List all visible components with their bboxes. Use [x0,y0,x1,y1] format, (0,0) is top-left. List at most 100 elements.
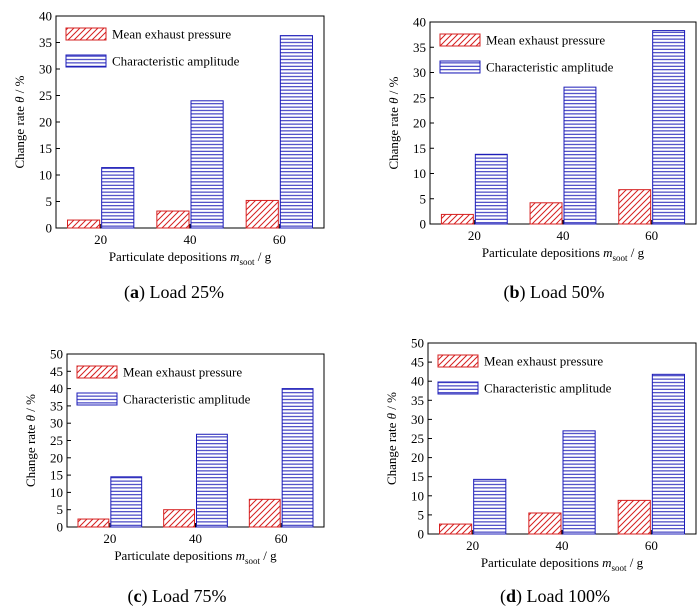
y-tick-label: 5 [418,507,425,522]
legend-swatch-mean [76,365,118,379]
y-axis-label: Change rate θ / % [386,76,401,169]
y-tick-label: 30 [50,416,63,431]
legend-swatch-mean [439,33,481,47]
bar-mean-exhaust-pressure [67,219,101,229]
x-tick-label: 20 [94,232,107,247]
chart-panel-a: 0 5 10 15 20 25 30 35 40 20 40 60 Mean exhaust press… [12,9,325,303]
y-tick-label: 30 [39,62,52,77]
panel-caption: (a) Load 25% [124,282,224,303]
y-tick-label: 25 [39,88,52,103]
chart-panel-c: 0 5 10 15 20 25 30 35 40 45 50 20 40 60 Mean exhaust p… [23,347,325,607]
chart-panel-b: 0 5 10 15 20 25 30 35 40 20 40 60 Mean exhaust press… [386,15,697,303]
legend-swatch-amplitude [439,60,481,74]
legend-swatch-amplitude [65,54,107,68]
x-tick-label: 40 [557,228,570,243]
bar-mean-exhaust-pressure [163,509,196,528]
y-tick-label: 20 [411,450,424,465]
bar-mean-exhaust-pressure [245,199,279,229]
y-tick-label: 30 [413,65,426,80]
bar-characteristic-amplitude [110,476,143,528]
legend-label-amplitude: Characteristic amplitude [123,392,251,407]
y-tick-label: 10 [413,166,426,181]
bar-characteristic-amplitude [279,35,313,229]
legend-label-amplitude: Characteristic amplitude [112,54,240,69]
y-tick-label: 40 [411,374,424,389]
legend-label-amplitude: Characteristic amplitude [486,60,614,75]
y-tick-label: 20 [39,115,52,130]
bar-characteristic-amplitude [652,30,686,225]
legend-label-mean: Mean exhaust pressure [123,365,242,380]
x-axis-label: Particulate depositions msoot / g [482,245,645,263]
bar-characteristic-amplitude [190,100,224,229]
chart-panels: 0 5 10 15 20 25 30 35 40 20 40 60 Mean exhaust press… [12,9,697,607]
x-axis-label: Particulate depositions msoot / g [109,249,272,267]
y-tick-label: 30 [411,412,424,427]
x-tick-label: 40 [189,531,202,546]
bar-characteristic-amplitude [562,430,596,535]
bar-characteristic-amplitude [473,478,507,535]
y-tick-label: 5 [46,194,53,209]
y-tick-label: 10 [411,488,424,503]
bar-mean-exhaust-pressure [618,189,652,225]
x-axis-label: Particulate depositions msoot / g [481,555,644,573]
y-axis-label: Change rate θ / % [12,75,27,168]
legend-swatch-amplitude [76,392,118,406]
legend-label-mean: Mean exhaust pressure [112,27,231,42]
x-tick-label: 60 [645,228,658,243]
y-tick-label: 20 [413,116,426,131]
legend: Mean exhaust pressure Characteristic ampl… [65,27,240,69]
legend: Mean exhaust pressure Characteristic ampl… [437,354,612,396]
y-tick-label: 45 [411,355,424,370]
legend: Mean exhaust pressure Characteristic ampl… [76,365,251,407]
bar-mean-exhaust-pressure [156,210,190,229]
y-tick-label: 45 [50,364,63,379]
bar-mean-exhaust-pressure [528,512,562,535]
bar-characteristic-amplitude [651,373,685,535]
x-tick-label: 20 [103,531,116,546]
panel-caption: (b) Load 50% [504,282,605,303]
chart-panel-d: 0 5 10 15 20 25 30 35 40 45 50 20 40 60 Mean exhaust p… [384,336,697,607]
y-tick-label: 10 [39,168,52,183]
x-tick-label: 20 [466,538,479,553]
x-tick-label: 60 [273,232,286,247]
x-tick-label: 40 [184,232,197,247]
y-tick-label: 15 [413,141,426,156]
y-tick-label: 5 [57,502,64,517]
y-tick-label: 25 [411,431,424,446]
legend-swatch-amplitude [437,381,479,395]
y-tick-label: 50 [50,347,63,362]
y-tick-label: 10 [50,485,63,500]
y-tick-label: 35 [411,393,424,408]
legend-swatch-mean [65,27,107,41]
bar-characteristic-amplitude [281,388,314,528]
y-tick-label: 35 [413,40,426,55]
legend-label-amplitude: Characteristic amplitude [484,381,612,396]
bar-characteristic-amplitude [101,167,135,229]
x-tick-label: 60 [275,531,288,546]
bar-mean-exhaust-pressure [439,523,473,535]
legend: Mean exhaust pressure Characteristic ampl… [439,33,614,75]
bar-mean-exhaust-pressure [617,499,651,535]
bar-mean-exhaust-pressure [440,213,474,225]
bar-mean-exhaust-pressure [77,518,110,528]
panel-caption: (c) Load 75% [128,586,227,607]
y-tick-label: 0 [420,217,427,232]
x-tick-label: 60 [645,538,658,553]
legend-swatch-mean [437,354,479,368]
x-tick-label: 40 [556,538,569,553]
y-tick-label: 25 [413,90,426,105]
y-tick-label: 40 [413,15,426,30]
y-axis-label: Change rate θ / % [384,392,399,485]
y-axis-label: Change rate θ / % [23,394,38,487]
y-tick-label: 0 [46,221,53,236]
legend-label-mean: Mean exhaust pressure [484,354,603,369]
y-tick-label: 15 [411,469,424,484]
bar-characteristic-amplitude [563,86,597,225]
y-tick-label: 15 [39,141,52,156]
bar-characteristic-amplitude [474,153,508,225]
y-tick-label: 35 [39,35,52,50]
x-axis-label: Particulate depositions msoot / g [114,548,277,566]
y-tick-label: 15 [50,468,63,483]
y-tick-label: 40 [39,9,52,24]
